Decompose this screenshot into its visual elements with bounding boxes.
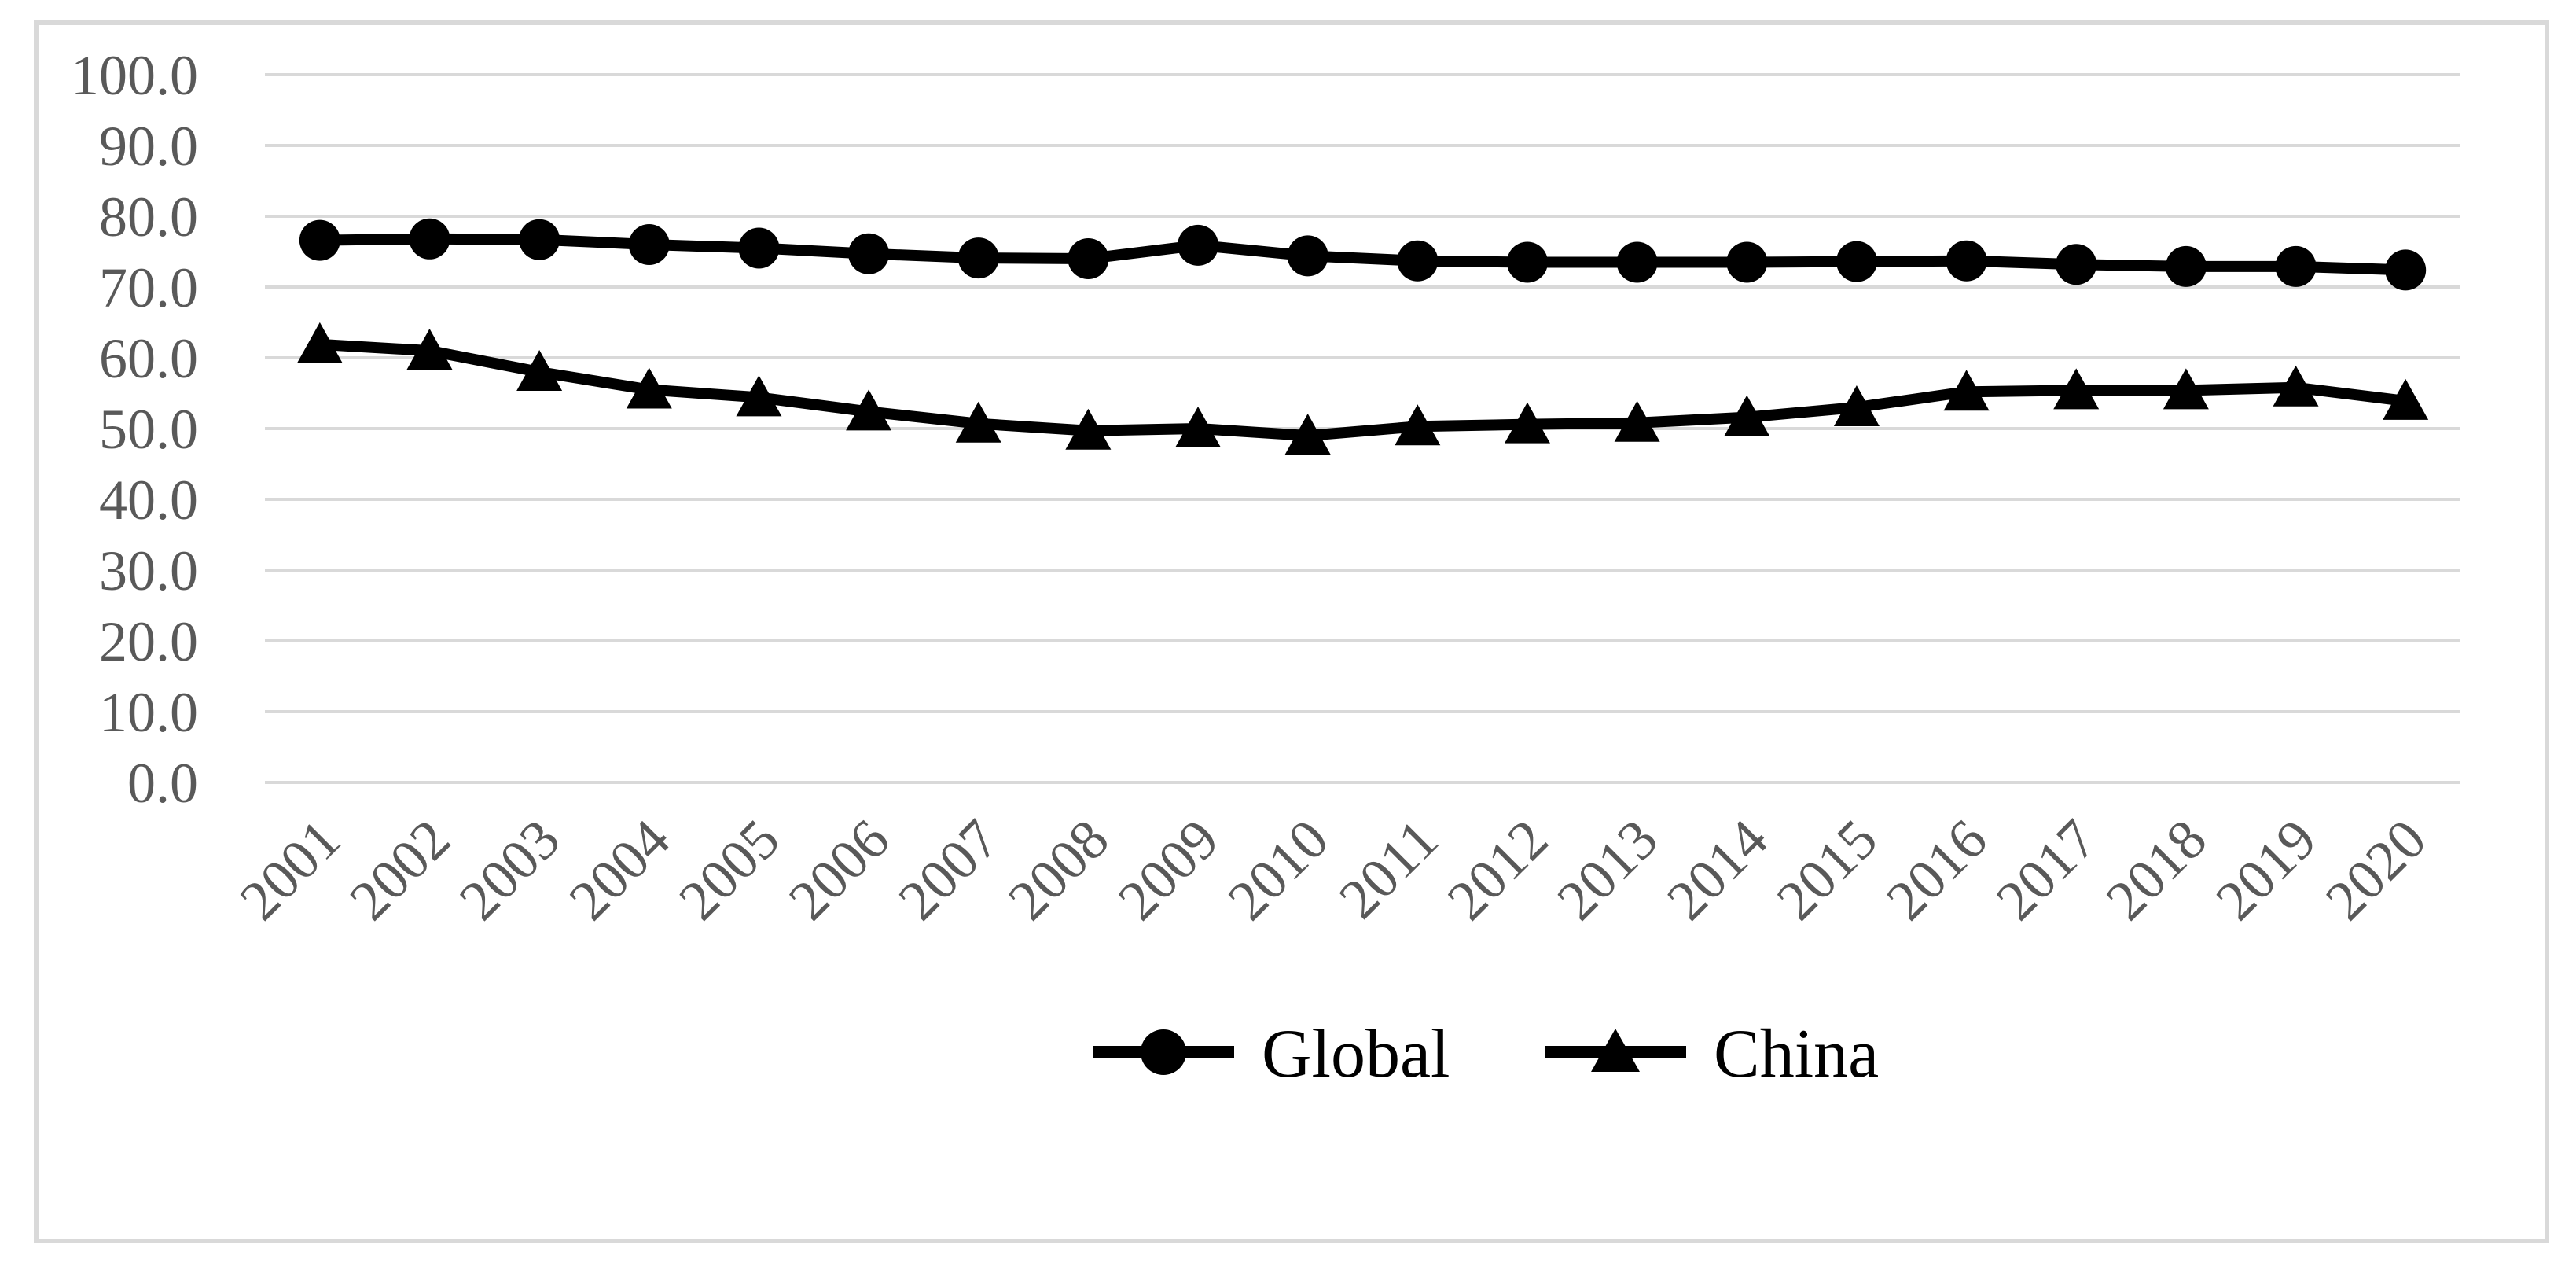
data-point-triangle-marker — [2053, 368, 2100, 410]
data-point-triangle-marker — [955, 401, 1001, 443]
data-point-circle-marker — [2056, 244, 2097, 285]
x-axis-tick-label: 2017 — [1984, 808, 2108, 932]
data-point-triangle-marker — [736, 375, 782, 417]
legend-label-global: Global — [1262, 1016, 1450, 1092]
y-axis-tick-label: 70.0 — [99, 256, 198, 319]
data-point-triangle-marker — [1175, 407, 1222, 447]
data-point-circle-marker — [738, 227, 780, 269]
y-axis-tick-labels: 0.0 10.0 20.0 30.0 40.0 50.0 60.0 70.0 80.0 90.0 1… — [71, 44, 198, 815]
x-axis-tick-label: 2003 — [447, 808, 571, 932]
data-point-triangle-marker — [1504, 402, 1550, 444]
y-axis-tick-label: 0.0 — [127, 752, 198, 815]
x-axis-tick-label: 2007 — [887, 808, 1011, 932]
data-point-circle-marker — [1726, 241, 1768, 283]
y-axis-tick-label: 80.0 — [99, 186, 198, 248]
legend-circle-marker-icon — [1141, 1029, 1186, 1075]
data-point-circle-marker — [1616, 241, 1658, 283]
x-axis-tick-label: 2018 — [2094, 808, 2218, 932]
x-axis-tick-label: 2013 — [1545, 808, 1670, 932]
data-point-circle-marker — [1178, 224, 1219, 266]
y-axis-tick-label: 40.0 — [99, 469, 198, 532]
series-global — [299, 218, 2427, 291]
data-point-circle-marker — [1946, 240, 1987, 282]
gridlines — [265, 73, 2460, 784]
data-point-circle-marker — [1397, 240, 1439, 282]
x-axis-tick-label: 2016 — [1874, 808, 1998, 932]
x-axis-tick-label: 2009 — [1106, 808, 1230, 932]
series-china — [296, 322, 2429, 455]
series-line-china — [314, 338, 2412, 441]
x-axis-tick-label: 2010 — [1216, 808, 1340, 932]
data-point-circle-marker — [409, 218, 450, 260]
data-point-circle-marker — [2385, 249, 2427, 291]
x-axis-tick-label: 2011 — [1327, 808, 1450, 931]
data-point-circle-marker — [628, 224, 670, 265]
data-point-triangle-marker — [2273, 365, 2319, 407]
data-point-triangle-marker — [516, 350, 563, 391]
x-axis-tick-label: 2006 — [777, 808, 901, 932]
data-point-triangle-marker — [1943, 370, 1990, 411]
legend-triangle-marker-icon — [1591, 1029, 1640, 1072]
y-axis-tick-label: 50.0 — [99, 398, 198, 461]
y-axis-tick-label: 30.0 — [99, 539, 198, 602]
data-point-triangle-marker — [1833, 385, 1880, 426]
data-series — [296, 218, 2429, 455]
legend-item-global: Global — [1093, 1016, 1450, 1092]
data-point-triangle-marker — [626, 367, 672, 409]
y-axis-tick-label: 90.0 — [99, 115, 198, 178]
data-point-triangle-marker — [1284, 414, 1331, 455]
x-axis-tick-label: 2012 — [1435, 808, 1560, 932]
data-point-circle-marker — [2275, 245, 2317, 287]
data-point-circle-marker — [2165, 245, 2207, 287]
data-point-triangle-marker — [1614, 400, 1660, 442]
x-axis-tick-label: 2019 — [2203, 808, 2328, 932]
data-point-triangle-marker — [296, 322, 343, 363]
data-point-circle-marker — [957, 237, 999, 279]
x-axis-tick-label: 2002 — [337, 808, 461, 932]
legend: Global China — [1093, 1016, 1879, 1092]
data-point-circle-marker — [1287, 235, 1328, 277]
data-point-triangle-marker — [1724, 395, 1770, 436]
y-axis-tick-label: 10.0 — [99, 681, 198, 744]
y-axis-tick-label: 20.0 — [99, 610, 198, 673]
data-point-triangle-marker — [1395, 404, 1441, 446]
data-point-triangle-marker — [406, 329, 453, 370]
x-axis-tick-label: 2005 — [667, 808, 791, 932]
data-point-circle-marker — [1068, 238, 1109, 279]
y-axis-tick-label: 60.0 — [99, 327, 198, 390]
x-axis-tick-label: 2008 — [996, 808, 1120, 932]
data-point-circle-marker — [848, 233, 890, 274]
data-point-triangle-marker — [2163, 368, 2209, 410]
data-point-circle-marker — [1506, 241, 1548, 283]
x-axis-tick-label: 2014 — [1655, 808, 1779, 932]
x-axis-tick-label: 2015 — [1765, 808, 1889, 932]
x-axis-tick-label: 2004 — [557, 808, 682, 932]
x-axis-tick-label: 2001 — [228, 808, 352, 932]
chart-frame-border — [34, 20, 2549, 1243]
x-axis-tick-label: 2020 — [2313, 808, 2438, 932]
legend-item-china: China — [1545, 1016, 1879, 1092]
data-point-triangle-marker — [1065, 408, 1112, 450]
x-axis-tick-labels: 2001200220032004200520062007200820092010… — [228, 808, 2438, 932]
legend-label-china: China — [1714, 1016, 1879, 1092]
data-point-circle-marker — [1836, 241, 1877, 282]
data-point-circle-marker — [299, 219, 340, 261]
y-axis-tick-label: 100.0 — [71, 44, 198, 107]
data-point-triangle-marker — [846, 389, 892, 431]
data-point-circle-marker — [519, 219, 560, 260]
data-point-triangle-marker — [2383, 378, 2429, 420]
